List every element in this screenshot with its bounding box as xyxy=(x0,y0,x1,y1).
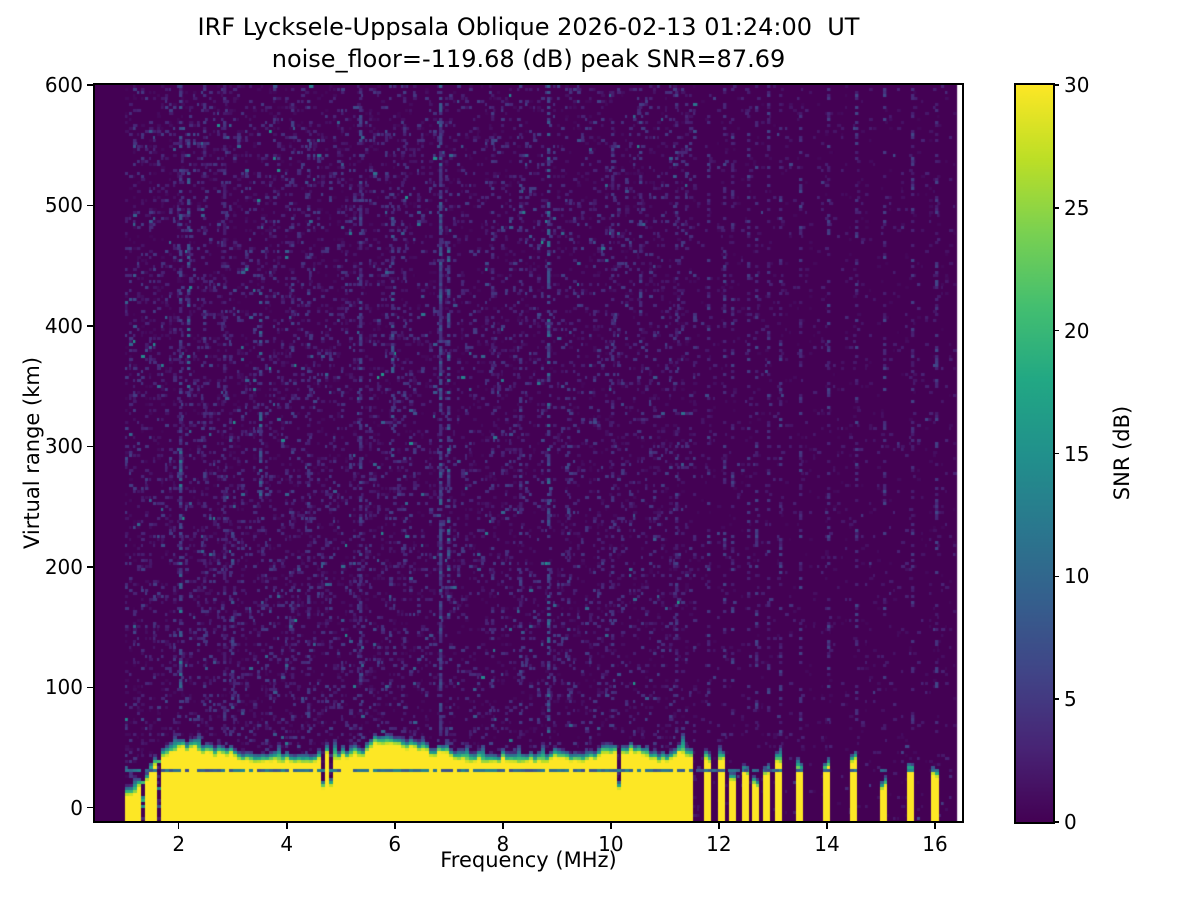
x-tick-label: 8 xyxy=(496,832,510,856)
colorbar-tick-label: 15 xyxy=(1064,441,1090,466)
y-axis-label: Virtual range (km) xyxy=(20,356,44,550)
y-tick-label: 200 xyxy=(44,554,83,579)
colorbar-label: SNR (dB) xyxy=(1110,405,1134,501)
y-tick-mark xyxy=(87,84,93,86)
x-tick-label: 14 xyxy=(814,832,840,856)
plot-title: IRF Lycksele-Uppsala Oblique 2026-02-13 … xyxy=(197,13,860,41)
colorbar-tick-label: 0 xyxy=(1064,810,1077,834)
x-tick-label: 6 xyxy=(388,832,402,856)
x-tick-label: 4 xyxy=(280,832,294,856)
plot-subtitle: noise_floor=-119.68 (dB) peak SNR=87.69 xyxy=(271,45,786,73)
ionogram-heatmap xyxy=(95,85,962,821)
x-tick-mark xyxy=(934,823,936,829)
y-tick-mark xyxy=(87,325,93,327)
y-tick-label: 600 xyxy=(44,73,83,97)
x-tick-mark xyxy=(177,823,180,829)
y-tick-mark xyxy=(87,686,93,689)
colorbar-tick-label: 30 xyxy=(1064,73,1090,97)
x-tick-mark xyxy=(718,823,720,829)
colorbar-tick-mark xyxy=(1053,452,1059,455)
x-tick-label: 2 xyxy=(172,832,186,856)
colorbar-tick-mark xyxy=(1053,698,1059,700)
x-tick-mark xyxy=(826,823,828,829)
y-tick-label: 500 xyxy=(44,193,83,218)
y-tick-label: 0 xyxy=(70,795,83,820)
colorbar-tick-mark xyxy=(1053,821,1059,823)
colorbar-tick-mark xyxy=(1053,329,1059,332)
y-tick-label: 300 xyxy=(44,434,83,459)
x-tick-mark xyxy=(394,823,396,829)
x-axis-label: Frequency (MHz) xyxy=(440,848,617,872)
colorbar-tick-label: 5 xyxy=(1064,687,1077,712)
colorbar-tick-mark xyxy=(1053,84,1059,86)
colorbar-tick-mark xyxy=(1053,575,1059,578)
x-tick-label: 12 xyxy=(706,832,732,856)
y-tick-mark xyxy=(87,204,93,207)
y-tick-label: 100 xyxy=(44,675,83,700)
y-tick-mark xyxy=(87,445,93,448)
x-tick-mark xyxy=(286,823,288,829)
y-tick-label: 400 xyxy=(44,313,83,338)
y-tick-mark xyxy=(87,806,93,809)
y-tick-mark xyxy=(87,566,93,568)
colorbar-tick-label: 20 xyxy=(1064,318,1090,343)
colorbar-tick-label: 10 xyxy=(1064,564,1090,589)
x-tick-mark xyxy=(610,823,612,829)
colorbar-tick-mark xyxy=(1053,207,1059,209)
colorbar xyxy=(1016,85,1053,822)
x-tick-label: 16 xyxy=(922,832,948,856)
x-tick-mark xyxy=(502,823,504,829)
colorbar-tick-label: 25 xyxy=(1064,195,1090,220)
x-tick-label: 10 xyxy=(598,832,624,856)
